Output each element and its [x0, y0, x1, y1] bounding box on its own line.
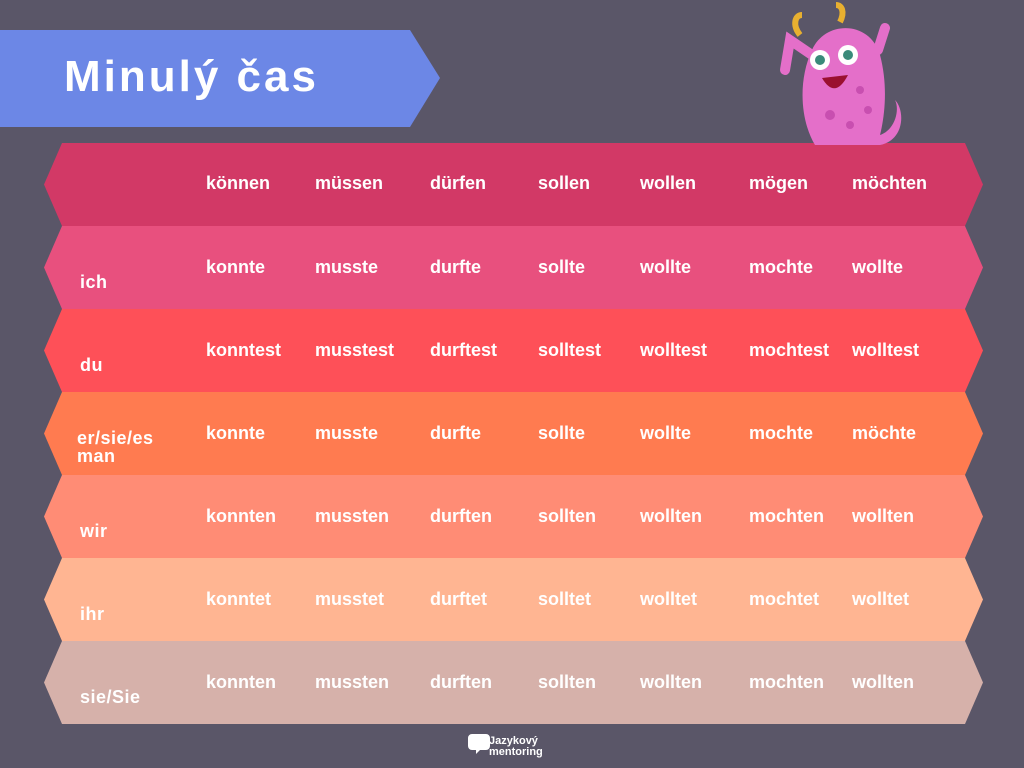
verb-form: durftest — [430, 340, 497, 360]
header-verb: möchten — [852, 173, 928, 193]
header-verb: mögen — [749, 173, 809, 193]
verb-form: solltet — [538, 589, 592, 609]
verb-form: konnten — [206, 672, 276, 692]
pronoun: wir — [80, 521, 108, 541]
brand-line: Jazykový — [489, 735, 538, 747]
verb-form: mussten — [315, 672, 390, 692]
verb-form: sollte — [538, 257, 586, 277]
header-verb: wollen — [640, 173, 697, 193]
verb-form: durfte — [430, 423, 481, 443]
verb-form: mochten — [749, 672, 825, 692]
verb-form: durftet — [430, 589, 487, 609]
header-verb: müssen — [315, 173, 384, 193]
monster — [780, 2, 902, 145]
bands — [44, 143, 983, 724]
verb-form: mochte — [749, 423, 814, 443]
verb-form: sollten — [538, 672, 597, 692]
verb-form: wollte — [852, 257, 904, 277]
verb-form: solltest — [538, 340, 602, 360]
verb-form: konntest — [206, 340, 282, 360]
verb-form: sollten — [538, 506, 597, 526]
verb-form: wollten — [640, 506, 702, 526]
title-banner — [0, 30, 440, 127]
row-band — [44, 641, 983, 724]
verb-form: wolltet — [852, 589, 909, 609]
verb-form: wollte — [640, 423, 692, 443]
verb-form: mochtet — [749, 589, 820, 609]
verb-form: möchte — [852, 423, 917, 443]
verb-form: wollten — [640, 672, 702, 692]
brand-line: mentoring — [489, 746, 543, 758]
verb-form: wollten — [852, 506, 914, 526]
pronoun: sie/Sie — [80, 687, 141, 707]
verb-form: wolltest — [852, 340, 920, 360]
verb-form: wollte — [640, 257, 692, 277]
verb-form: wolltest — [640, 340, 708, 360]
row-band — [44, 226, 983, 309]
verb-form: konnte — [206, 257, 266, 277]
verb-form: musste — [315, 257, 379, 277]
verb-form: mochtest — [749, 340, 830, 360]
verb-form: musste — [315, 423, 379, 443]
verb-form: durften — [430, 506, 492, 526]
row-band — [44, 392, 983, 475]
verb-form: mochte — [749, 257, 814, 277]
header-verb: sollen — [538, 173, 591, 193]
verb-form: musstest — [315, 340, 395, 360]
verb-form: mochten — [749, 506, 825, 526]
header-verb: können — [206, 173, 271, 193]
verb-form: durfte — [430, 257, 481, 277]
verb-form: mussten — [315, 506, 390, 526]
verb-form: konntet — [206, 589, 271, 609]
verb-form: durften — [430, 672, 492, 692]
pronoun: ihr — [80, 604, 105, 624]
pronoun: er/sie/es man — [77, 428, 154, 466]
title: Minulý čas — [64, 52, 319, 101]
verb-form: konnte — [206, 423, 266, 443]
logo — [468, 734, 490, 754]
row-band — [44, 475, 983, 558]
verb-form: musstet — [315, 589, 385, 609]
verb-form: wolltet — [640, 589, 697, 609]
verb-form: wollten — [852, 672, 914, 692]
row-band — [44, 558, 983, 641]
row-band — [44, 143, 983, 226]
row-band — [44, 309, 983, 392]
verb-form: konnten — [206, 506, 276, 526]
pronoun: ich — [80, 272, 108, 292]
header-verb: dürfen — [430, 173, 486, 193]
verb-form: sollte — [538, 423, 586, 443]
pronoun: du — [80, 355, 103, 375]
